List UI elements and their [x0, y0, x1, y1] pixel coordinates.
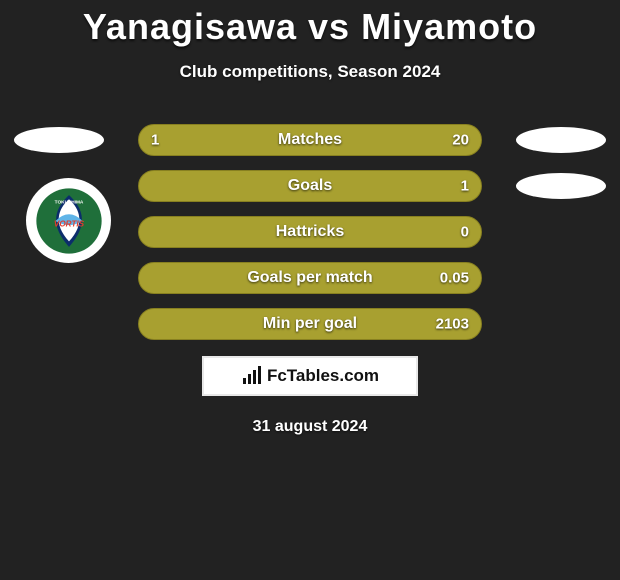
stat-value-right: 0	[461, 224, 469, 241]
date-label: 31 august 2024	[0, 418, 620, 436]
club-badge-left: VORTIS TOKUSHIMA	[26, 178, 111, 263]
page-subtitle: Club competitions, Season 2024	[0, 62, 620, 82]
stat-label: Hattricks	[276, 223, 344, 241]
player-left-oval	[14, 127, 104, 153]
stat-bar: Hattricks 0	[138, 216, 482, 248]
brand-label: FcTables.com	[267, 366, 379, 386]
page-title: Yanagisawa vs Miyamoto	[0, 0, 620, 48]
brand-box: FcTables.com	[202, 356, 418, 396]
stat-label: Goals	[288, 177, 332, 195]
player-right-oval	[516, 127, 606, 153]
stat-row: Goals per match 0.05	[0, 262, 620, 294]
stat-label: Matches	[278, 131, 342, 149]
stat-value-right: 20	[452, 132, 469, 149]
stat-value-right: 1	[461, 178, 469, 195]
bars-icon	[241, 366, 263, 386]
stat-row: Min per goal 2103	[0, 308, 620, 340]
stat-value-right: 2103	[436, 316, 469, 333]
stat-bar: Goals 1	[138, 170, 482, 202]
stat-label: Goals per match	[247, 269, 372, 287]
svg-text:TOKUSHIMA: TOKUSHIMA	[54, 199, 83, 205]
stat-bar: Min per goal 2103	[138, 308, 482, 340]
stat-value-left: 1	[151, 132, 159, 149]
stat-value-right: 0.05	[440, 270, 469, 287]
svg-text:VORTIS: VORTIS	[53, 219, 84, 228]
stat-label: Min per goal	[263, 315, 357, 333]
stat-bar: Matches 1 20	[138, 124, 482, 156]
player-right-oval	[516, 173, 606, 199]
stat-row: Matches 1 20	[0, 124, 620, 156]
stat-bar: Goals per match 0.05	[138, 262, 482, 294]
vortis-logo-icon: VORTIS TOKUSHIMA	[35, 187, 103, 255]
